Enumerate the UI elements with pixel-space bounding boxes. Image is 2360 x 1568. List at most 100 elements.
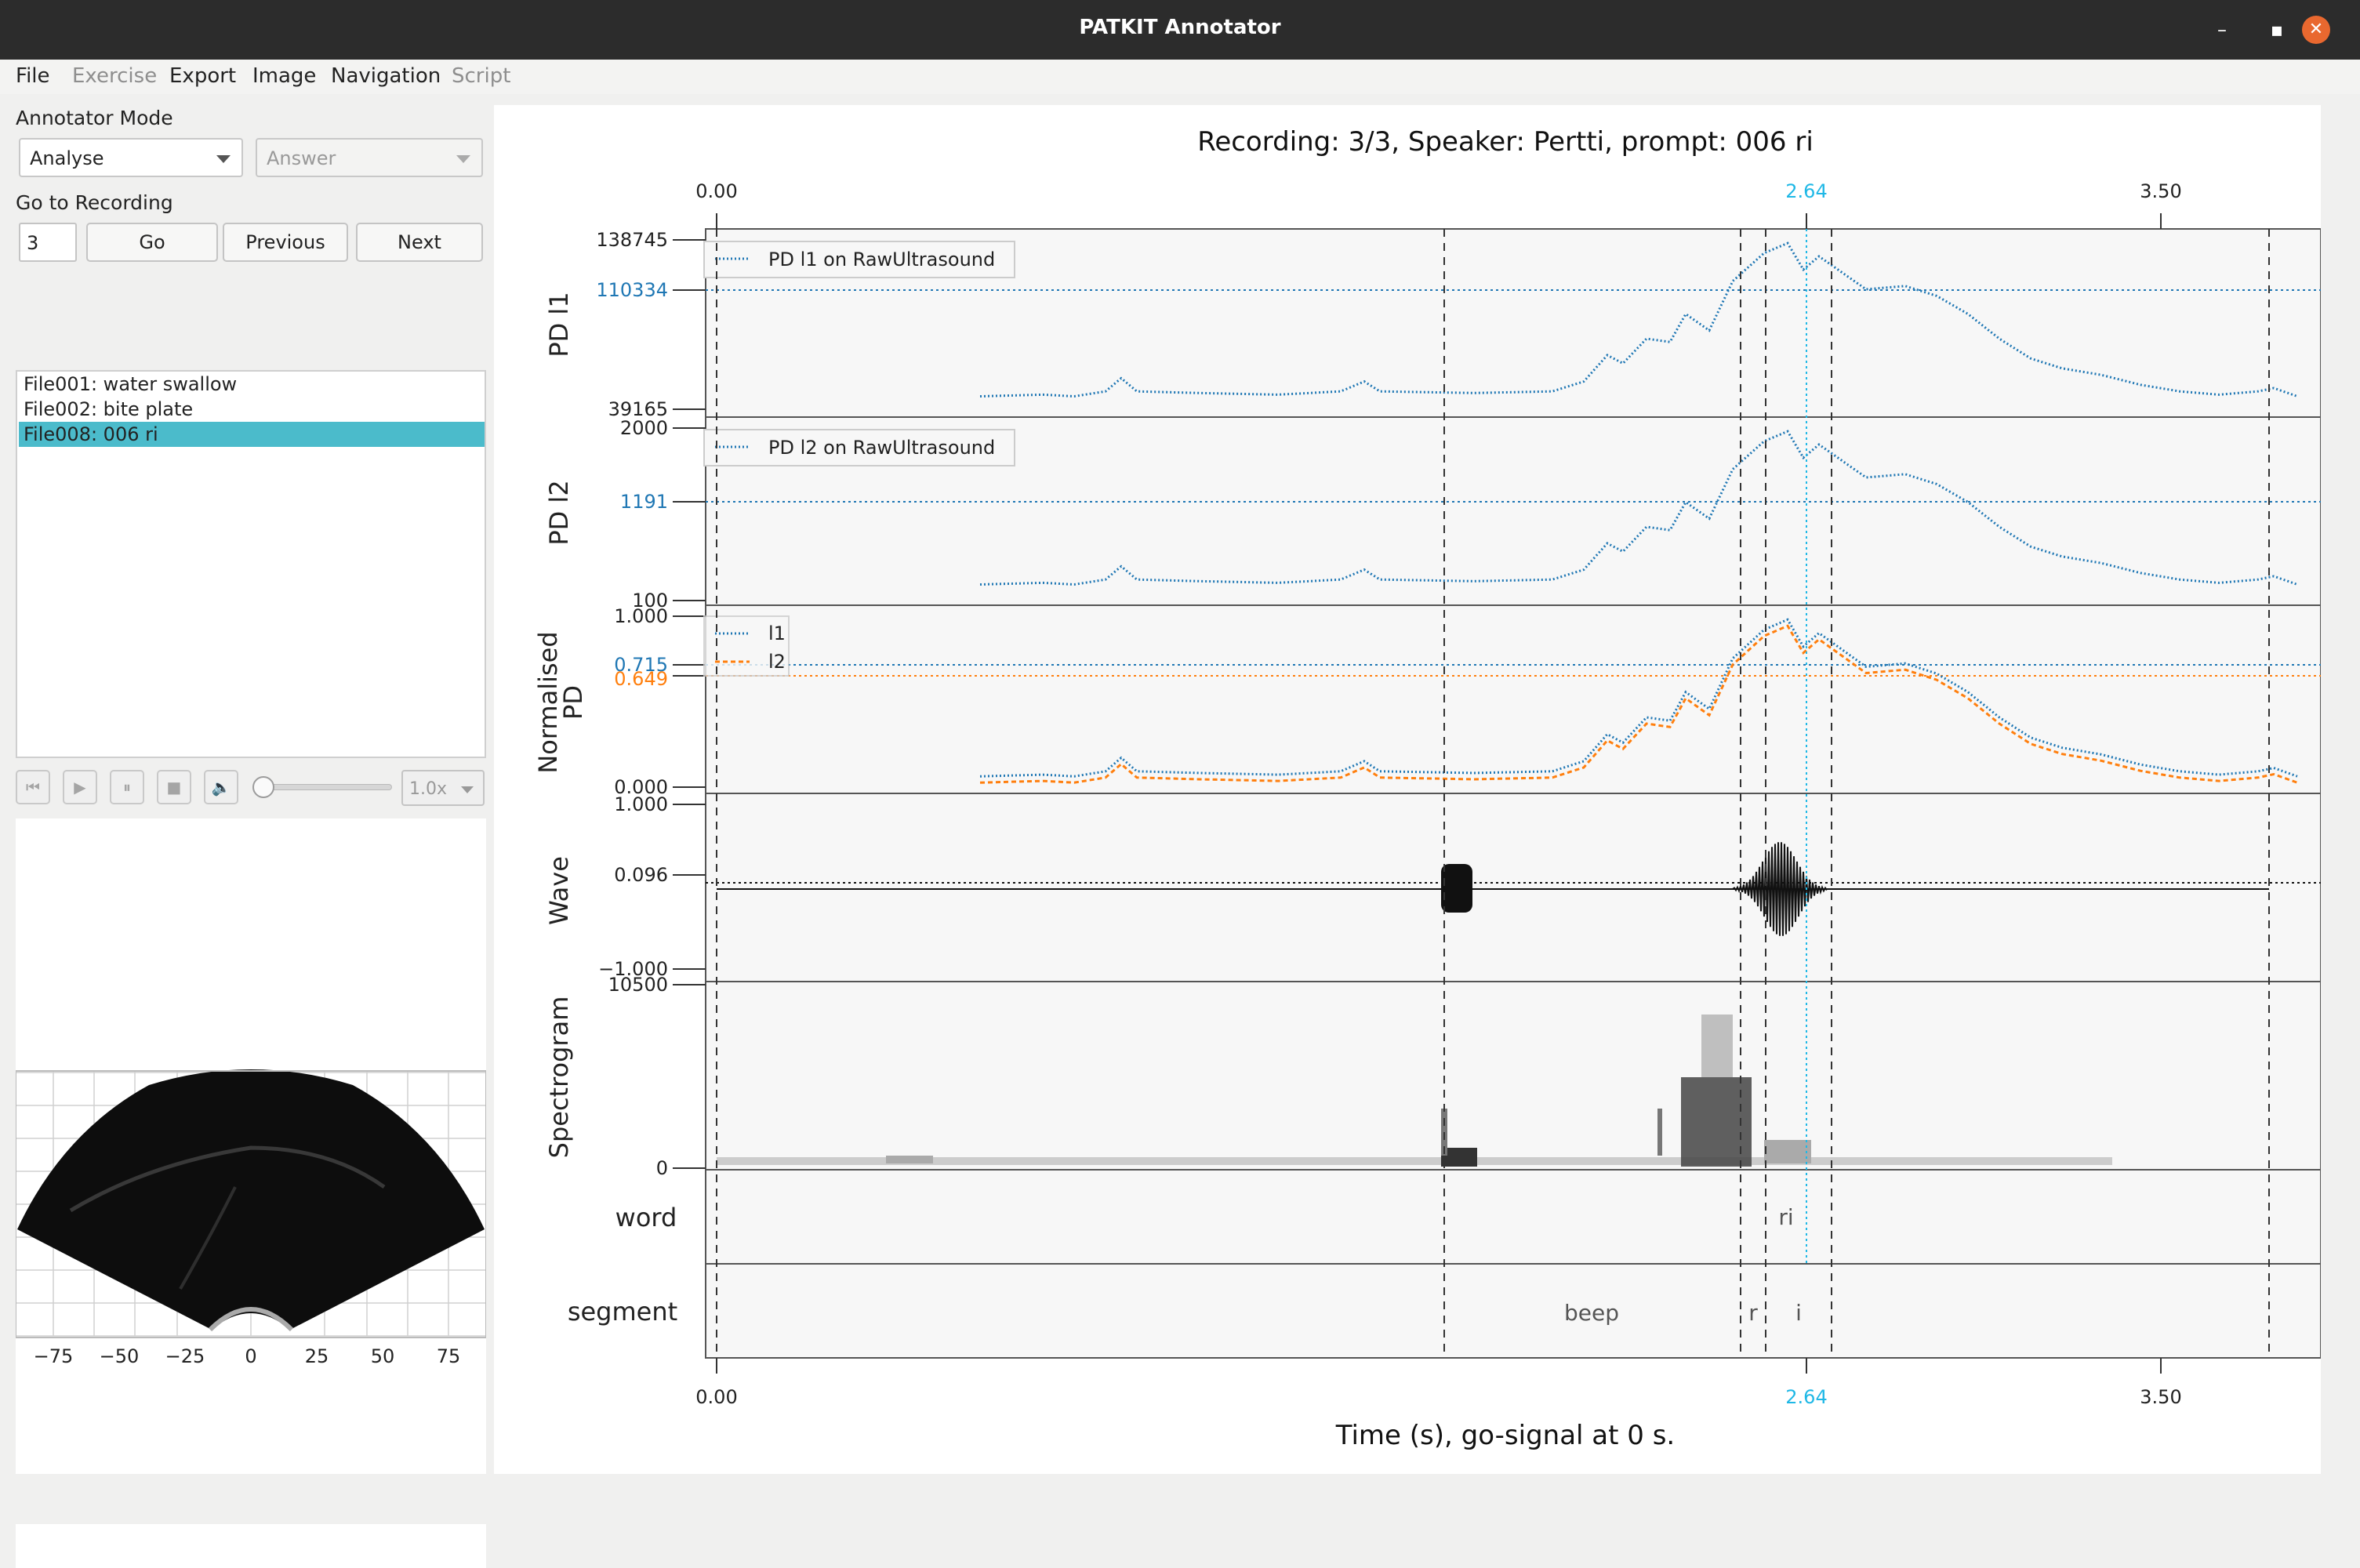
tick-label: 1.000	[614, 793, 668, 815]
menu-navigation[interactable]: Navigation	[331, 64, 441, 88]
segment-interval-label[interactable]: r	[1748, 1300, 1758, 1326]
stop-button[interactable]: ■	[157, 770, 191, 804]
menu-script[interactable]: Script	[452, 64, 511, 88]
legend-entry: l1	[768, 622, 786, 644]
menu-exercise[interactable]: Exercise	[72, 64, 158, 88]
list-item[interactable]: File002: bite plate	[24, 398, 194, 420]
waveform	[717, 842, 2269, 936]
playback-slider[interactable]	[260, 784, 392, 790]
menu-export[interactable]: Export	[169, 64, 237, 88]
tick-label: 0.096	[614, 864, 668, 886]
panel-segment-tier[interactable]	[705, 1263, 2321, 1359]
volume-button[interactable]: 🔈	[204, 770, 238, 804]
playback-slider-handle[interactable]	[252, 776, 274, 798]
tick-label: 75	[437, 1345, 461, 1367]
tier-label: segment	[568, 1297, 677, 1327]
speaker-icon: 🔈	[211, 778, 231, 797]
speed-select[interactable]: 1.0x	[401, 770, 485, 806]
tick-label: 0	[245, 1345, 256, 1367]
axis-label: Spectrogram	[544, 996, 574, 1159]
play-icon: ▶	[74, 778, 86, 797]
cursor-tick-label: 2.64	[1785, 1386, 1827, 1408]
tick-label: −25	[165, 1345, 205, 1367]
answer-select[interactable]: Answer	[256, 138, 483, 177]
tick-label: −50	[100, 1345, 140, 1367]
axis-label: Normalised	[533, 631, 563, 773]
menubar: File Exercise Export Image Navigation Sc…	[0, 60, 2360, 94]
menu-image[interactable]: Image	[252, 64, 317, 88]
legend-entry: PD l1 on RawUltrasound	[768, 249, 995, 270]
chevron-down-icon	[456, 155, 470, 163]
panel-wave[interactable]	[705, 793, 2321, 982]
legend-entry: l2	[768, 651, 786, 673]
tier-label: word	[615, 1203, 677, 1232]
ultrasound-view: −75 −50 −25 0 25 50 75	[16, 818, 486, 1568]
tick-label: 3.50	[2140, 180, 2181, 202]
tick-label: 100	[632, 590, 668, 612]
plot-title: Recording: 3/3, Speaker: Pertti, prompt:…	[1197, 126, 1814, 158]
tick-label: 39165	[608, 398, 668, 420]
stop-icon: ■	[166, 778, 182, 797]
recording-number-input[interactable]: 3	[19, 223, 77, 262]
maximize-icon[interactable]: ▪	[2270, 19, 2284, 41]
tick-label: 25	[305, 1345, 329, 1367]
boundary-lines[interactable]	[716, 229, 2270, 1358]
file-list[interactable]: File001: water swallow File002: bite pla…	[16, 370, 486, 758]
minimize-icon[interactable]: –	[2217, 19, 2227, 41]
ultrasound-texture	[179, 1186, 237, 1290]
tick-label: 50	[371, 1345, 395, 1367]
skip-back-icon: ⏮	[26, 778, 40, 797]
ultrasound-axes-frame	[16, 1070, 486, 1338]
list-item-selected[interactable]: File008: 006 ri	[19, 422, 485, 447]
legend	[703, 615, 790, 677]
tick-label: 0.00	[695, 180, 737, 202]
menu-file[interactable]: File	[16, 64, 50, 88]
axis-label: Wave	[544, 856, 574, 925]
axis-label: PD	[558, 685, 588, 720]
goto-recording-label: Go to Recording	[16, 191, 173, 214]
previous-button[interactable]: Previous	[223, 223, 348, 262]
status-area	[0, 1474, 2360, 1524]
chevron-down-icon	[216, 155, 231, 163]
annotator-mode-label: Annotator Mode	[16, 107, 173, 129]
next-button[interactable]: Next	[356, 223, 483, 262]
go-button[interactable]: Go	[86, 223, 218, 262]
series-normalised-l2	[979, 624, 2298, 784]
legend	[703, 429, 1015, 466]
annotation-figure[interactable]: Recording: 3/3, Speaker: Pertti, prompt:…	[494, 105, 2321, 1474]
tick-label: 2000	[620, 417, 668, 439]
pause-icon: ⏸	[123, 778, 131, 797]
mode-select-value: Analyse	[30, 147, 104, 169]
axis-label: PD l2	[544, 480, 574, 545]
chevron-down-icon	[461, 786, 474, 793]
word-interval-label[interactable]: ri	[1778, 1204, 1793, 1230]
left-panel: Annotator Mode Analyse Answer Go to Reco…	[0, 94, 494, 1568]
ultrasound-fan	[17, 1069, 485, 1330]
segment-interval-label[interactable]: beep	[1564, 1300, 1619, 1326]
tick-label: −75	[34, 1345, 74, 1367]
tick-label: 0.00	[695, 1386, 737, 1408]
tick-label: 1.000	[614, 605, 668, 627]
close-icon[interactable]: ✕	[2302, 16, 2330, 44]
ultrasound-figure: −75 −50 −25 0 25 50 75	[16, 1069, 486, 1367]
list-item[interactable]: File001: water swallow	[24, 373, 238, 395]
plot-area: Recording: 3/3, Speaker: Pertti, prompt:…	[494, 105, 2321, 1474]
legend	[703, 241, 1015, 278]
skip-back-button[interactable]: ⏮	[16, 770, 50, 804]
tick-label: 3.50	[2140, 1386, 2181, 1408]
tick-label: 0	[656, 1157, 668, 1179]
tick-label: 0.000	[614, 776, 668, 798]
pause-button[interactable]: ⏸	[110, 770, 144, 804]
tick-label: 0.649	[614, 668, 668, 690]
tick-label: 1191	[620, 491, 668, 513]
tick-label: 138745	[596, 229, 668, 251]
legend-entry: PD l2 on RawUltrasound	[768, 437, 995, 459]
play-button[interactable]: ▶	[63, 770, 97, 804]
x-axis-label: Time (s), go-signal at 0 s.	[1335, 1420, 1675, 1451]
panel-word-tier[interactable]	[705, 1169, 2321, 1265]
panel-spectrogram[interactable]	[705, 981, 2321, 1171]
segment-interval-label[interactable]: i	[1795, 1300, 1802, 1326]
panel-normalised-pd[interactable]	[705, 604, 2321, 794]
tick-label: 110334	[596, 279, 668, 301]
mode-select[interactable]: Analyse	[19, 138, 243, 177]
